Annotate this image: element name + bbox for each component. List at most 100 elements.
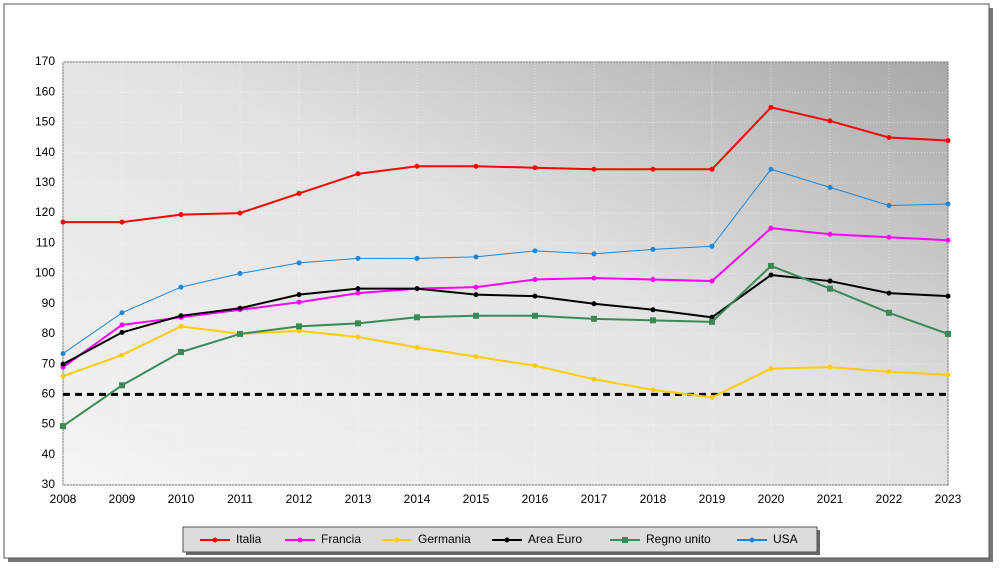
legend-label: Francia [321, 532, 361, 546]
y-tick-label: 140 [35, 145, 55, 159]
series-line [62, 264, 949, 427]
legend-label: Regno unito [646, 532, 711, 546]
marker [650, 307, 656, 313]
marker [591, 315, 597, 322]
marker [237, 330, 243, 337]
x-tick-label: 2010 [168, 492, 195, 506]
marker [827, 231, 833, 237]
y-tick-label: 100 [35, 266, 55, 280]
marker [709, 278, 715, 284]
marker [886, 369, 892, 375]
marker [473, 312, 479, 319]
series-line [63, 106, 949, 224]
marker [650, 317, 656, 324]
marker [473, 292, 479, 298]
marker [119, 219, 125, 225]
marker [178, 313, 184, 319]
series-line [62, 227, 949, 368]
x-tick-label: 2018 [640, 492, 667, 506]
x-tick-label: 2019 [699, 492, 726, 506]
marker [119, 322, 125, 328]
marker [591, 301, 597, 307]
marker [650, 387, 656, 393]
legend-marker [749, 537, 755, 543]
marker [355, 171, 361, 177]
marker [414, 314, 420, 321]
marker [414, 255, 420, 261]
marker [768, 104, 774, 110]
marker [945, 201, 951, 207]
marker [532, 312, 538, 319]
marker [945, 293, 951, 299]
marker [178, 212, 184, 218]
marker [355, 334, 361, 340]
marker [60, 423, 66, 430]
marker [591, 275, 597, 281]
marker [945, 237, 951, 243]
marker [886, 234, 892, 240]
marker [768, 262, 774, 269]
marker [355, 255, 361, 261]
marker [119, 352, 125, 358]
marker [886, 135, 892, 141]
marker [237, 210, 243, 216]
marker [355, 320, 361, 327]
marker [886, 203, 892, 209]
marker [591, 376, 597, 382]
y-tick-label: 60 [42, 387, 56, 401]
y-tick-label: 160 [35, 84, 55, 98]
legend-marker [297, 537, 303, 543]
marker [532, 293, 538, 299]
y-tick-label: 90 [42, 296, 56, 310]
y-tick-label: 70 [42, 356, 56, 370]
x-tick-label: 2021 [817, 492, 844, 506]
marker [119, 310, 125, 316]
marker [296, 260, 302, 266]
marker [60, 219, 66, 225]
marker [296, 323, 302, 330]
y-tick-label: 150 [35, 115, 55, 129]
x-tick-label: 2013 [345, 492, 372, 506]
marker [945, 330, 951, 337]
marker [886, 309, 892, 316]
y-tick-label: 80 [42, 326, 56, 340]
marker [709, 394, 715, 400]
legend-label: Italia [236, 532, 262, 546]
marker [709, 314, 715, 320]
marker [945, 372, 951, 378]
marker [414, 163, 420, 169]
marker [532, 363, 538, 369]
marker [768, 166, 774, 172]
marker [296, 190, 302, 196]
marker [178, 349, 184, 356]
marker [119, 329, 125, 335]
marker [60, 361, 66, 367]
marker [709, 318, 715, 325]
marker [768, 366, 774, 372]
marker [591, 251, 597, 257]
marker [60, 373, 66, 379]
legend-label: USA [773, 532, 798, 546]
marker [650, 166, 656, 172]
marker [709, 166, 715, 172]
y-tick-label: 170 [35, 54, 55, 68]
marker [473, 163, 479, 169]
marker [414, 286, 420, 292]
marker [650, 277, 656, 283]
x-tick-label: 2012 [286, 492, 313, 506]
marker [532, 248, 538, 254]
marker [473, 254, 479, 260]
marker [178, 284, 184, 290]
y-tick-label: 50 [42, 417, 56, 431]
marker [355, 286, 361, 292]
y-tick-label: 110 [36, 235, 55, 249]
marker [827, 364, 833, 370]
marker [60, 351, 66, 357]
legend-marker [394, 537, 400, 543]
x-tick-label: 2017 [581, 492, 608, 506]
x-tick-label: 2023 [935, 492, 962, 506]
y-tick-label: 120 [35, 205, 55, 219]
marker [650, 246, 656, 252]
x-tick-label: 2009 [109, 492, 136, 506]
